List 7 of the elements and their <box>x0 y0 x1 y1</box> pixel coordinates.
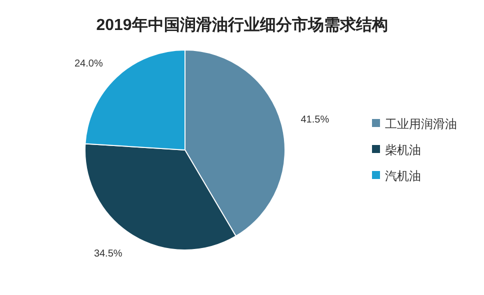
legend-label: 工业用润滑油 <box>385 117 457 131</box>
chart-title: 2019年中国润滑油行业细分市场需求结构 <box>96 16 388 34</box>
legend-label: 汽机油 <box>385 169 421 183</box>
legend-label: 柴机油 <box>385 143 421 157</box>
data-label: 34.5% <box>94 248 122 260</box>
data-label: 41.5% <box>300 114 330 126</box>
data-label: 24.0% <box>74 58 103 70</box>
